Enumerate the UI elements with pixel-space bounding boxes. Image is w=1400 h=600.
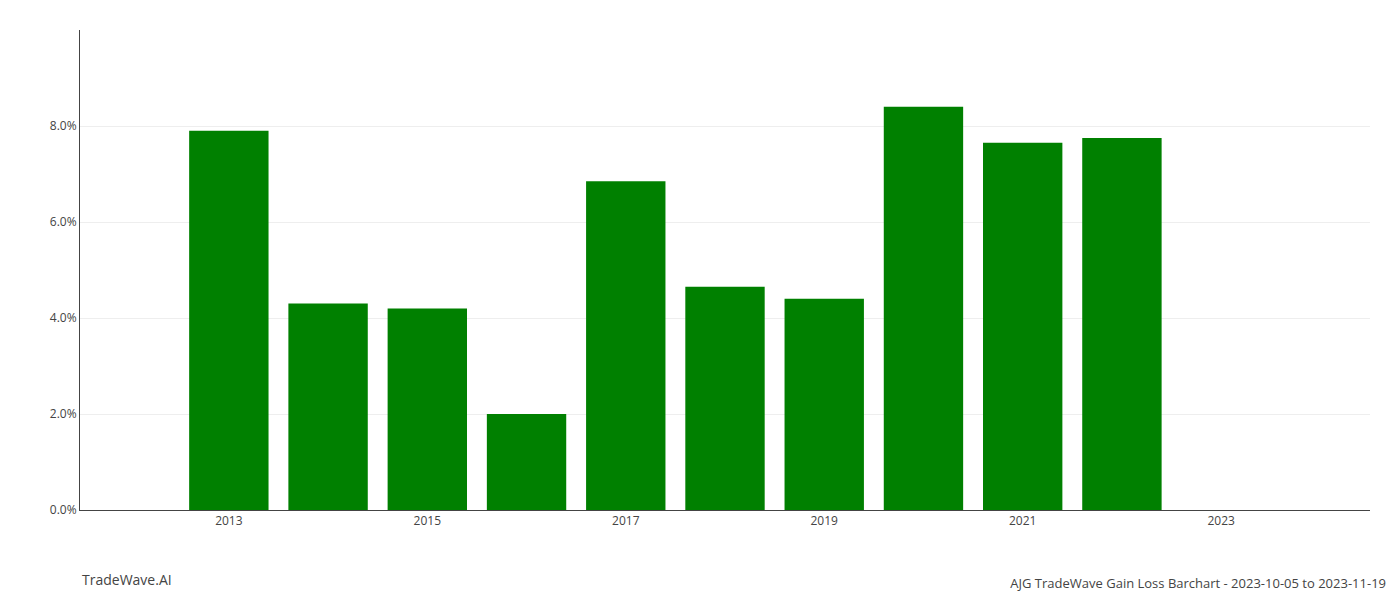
svg-text:6.0%: 6.0%	[50, 213, 77, 230]
svg-text:2.0%: 2.0%	[50, 405, 77, 422]
svg-text:2015: 2015	[414, 512, 442, 529]
svg-text:2021: 2021	[1009, 512, 1036, 529]
svg-text:8.0%: 8.0%	[50, 117, 77, 134]
svg-text:AJG TradeWave Gain Loss Barcha: AJG TradeWave Gain Loss Barchart - 2023-…	[1010, 574, 1386, 592]
svg-text:TradeWave.AI: TradeWave.AI	[82, 570, 172, 589]
svg-text:0.0%: 0.0%	[50, 501, 77, 518]
svg-text:4.0%: 4.0%	[50, 309, 77, 326]
svg-text:2023: 2023	[1207, 512, 1235, 529]
svg-text:2017: 2017	[612, 512, 640, 529]
svg-text:2013: 2013	[215, 512, 243, 529]
svg-text:2019: 2019	[811, 512, 839, 529]
